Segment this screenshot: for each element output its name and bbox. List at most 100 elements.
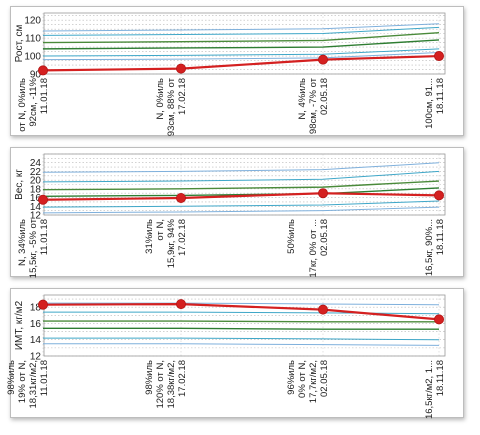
value-label: N, 0%иль	[155, 78, 166, 120]
value-label: 100см, 91...	[424, 78, 435, 129]
y-tick-label: 12	[30, 352, 42, 363]
value-label: 120% от N,	[155, 360, 166, 409]
y-axis: 12 14 16 18	[30, 303, 42, 363]
value-label: N, 34%иль	[17, 219, 28, 266]
y-tick-label: 100	[24, 52, 41, 63]
reference-curve	[43, 327, 439, 330]
value-label: 98%иль	[6, 360, 17, 395]
value-label: 31%иль	[144, 219, 155, 254]
weight-chart-panel: 12 14 16 18 20 22 24 Вес, кг 11.01.18 15,5кг, -5%…	[10, 147, 464, 278]
value-label: 16,5кг, 90%...	[424, 219, 435, 276]
data-point	[37, 194, 48, 205]
data-point	[175, 193, 186, 204]
reference-curve	[43, 302, 440, 306]
y-axis: 90 100 110 120	[24, 16, 41, 81]
value-label: 17,7кг/м2,	[308, 360, 319, 403]
date-label: 11.01.18	[39, 219, 50, 255]
value-label: 0% от N,	[297, 360, 308, 398]
plot-area	[43, 153, 446, 216]
reference-curve	[42, 162, 440, 173]
y-tick-label: 24	[30, 158, 42, 169]
reference-curve	[42, 48, 440, 57]
value-label: от N,	[155, 219, 166, 241]
reference-curve	[42, 51, 440, 61]
bmi-chart-panel: 12 14 16 18 ИМТ, кг/м2 11.01.18 18,31кг/м2, 19%…	[6, 288, 464, 419]
data-point	[433, 190, 444, 201]
reference-curve	[42, 170, 440, 183]
y-tick-label: 90	[30, 70, 42, 81]
reference-curves	[42, 162, 440, 214]
y-tick-label: 110	[25, 34, 41, 45]
date-label: 17.02.18	[177, 360, 188, 397]
date-label: 11.01.18	[39, 78, 50, 114]
value-label: 18,38кг/м2,	[166, 360, 177, 409]
height-chart-panel: 90 100 110 120 Рост, см 11.01.18 92см, -11% от …	[10, 6, 464, 136]
y-tick-label: 120	[24, 16, 41, 27]
value-label: 98см, -7% от	[308, 77, 319, 134]
reference-curve	[42, 180, 440, 191]
value-label: 50%иль	[286, 219, 297, 254]
y-axis-label: ИМТ, кг/м2	[14, 300, 25, 350]
value-label: 15,5кг, -5% от	[28, 218, 39, 278]
data-point	[175, 299, 186, 310]
value-label: 19% от N,	[17, 360, 28, 403]
patient-series-line	[42, 192, 440, 201]
date-label: 17.02.18	[177, 219, 188, 256]
data-point	[37, 299, 48, 310]
reference-curve	[42, 32, 440, 44]
y-tick-label: 18	[30, 303, 42, 314]
reference-curve	[42, 206, 440, 214]
value-label: 98%иль	[144, 360, 155, 395]
value-label: 92см, -11%	[28, 77, 39, 126]
value-label: 17кг, 0% от ...	[308, 219, 319, 278]
value-label: 96%иль	[286, 360, 297, 395]
data-point	[37, 65, 48, 76]
patient-series-line	[42, 54, 440, 72]
y-tick-label: 16	[30, 193, 42, 204]
reference-curve	[42, 200, 440, 208]
y-tick-label: 18	[30, 184, 42, 195]
reference-curve	[42, 23, 440, 32]
reference-curve	[43, 337, 440, 341]
y-tick-label: 20	[30, 176, 42, 187]
y-tick-label: 22	[30, 167, 42, 178]
data-point	[317, 188, 328, 199]
reference-curve	[43, 343, 440, 346]
value-label: 18,31кг/м2,	[28, 360, 39, 409]
reference-curves	[43, 302, 440, 346]
reference-curve	[43, 320, 439, 323]
y-tick-label: 12	[30, 211, 42, 222]
plot-area	[43, 12, 446, 75]
date-label: 02.05.18	[319, 360, 330, 397]
date-label: 02.05.18	[319, 219, 330, 256]
plot-area	[43, 294, 446, 357]
reference-curve	[43, 311, 440, 315]
reference-curve	[42, 26, 440, 36]
y-axis-label: Вес, кг	[14, 169, 25, 200]
value-label: 16,5кг/м2, 1...	[424, 360, 435, 419]
date-label: 18.11.18	[435, 78, 446, 114]
data-point	[317, 54, 328, 65]
patient-series-line	[42, 303, 440, 321]
y-tick-label: 14	[30, 335, 42, 346]
date-label: 18.11.18	[435, 219, 446, 255]
value-label: N, 4%иль	[297, 78, 308, 120]
y-tick-label: 16	[30, 319, 42, 330]
y-axis-label: Рост, см	[14, 25, 25, 63]
date-label: 18.11.18	[435, 360, 446, 396]
reference-curve	[42, 39, 440, 50]
bmi-chart: 12 14 16 18 ИМТ, кг/м2 11.01.1818,31кг/м2,19%…	[6, 294, 446, 419]
date-label: 11.01.18	[39, 360, 50, 396]
date-label: 02.05.18	[319, 78, 330, 115]
date-label: 17.02.18	[177, 78, 188, 115]
value-label: от N, 0%иль	[17, 78, 28, 132]
data-point	[433, 51, 444, 62]
data-point	[317, 304, 328, 315]
